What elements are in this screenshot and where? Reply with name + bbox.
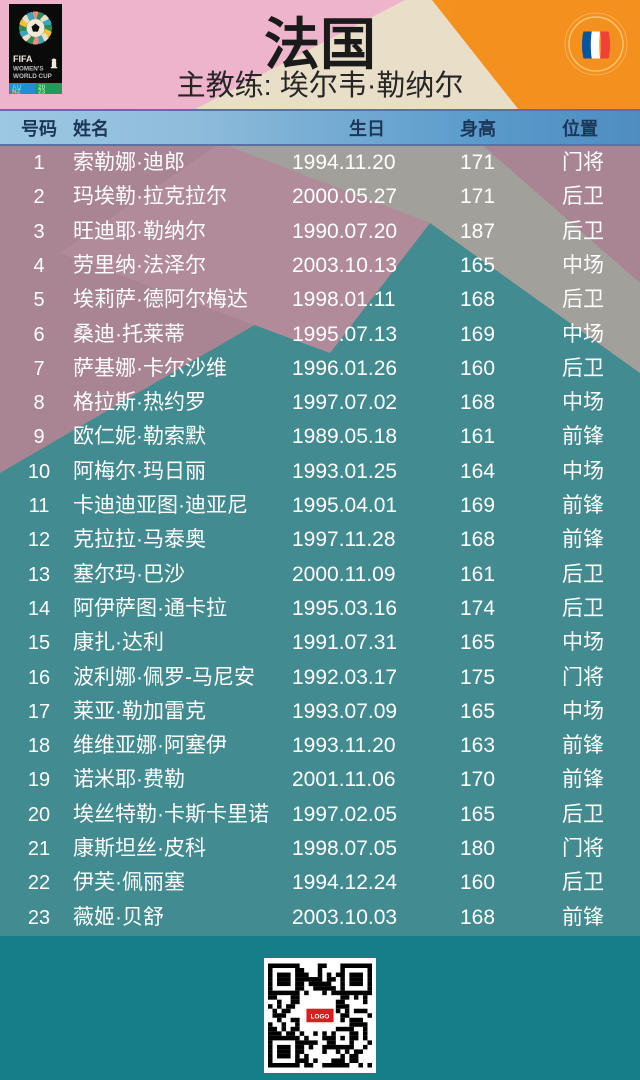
svg-text:LOGO: LOGO — [311, 1014, 330, 1021]
